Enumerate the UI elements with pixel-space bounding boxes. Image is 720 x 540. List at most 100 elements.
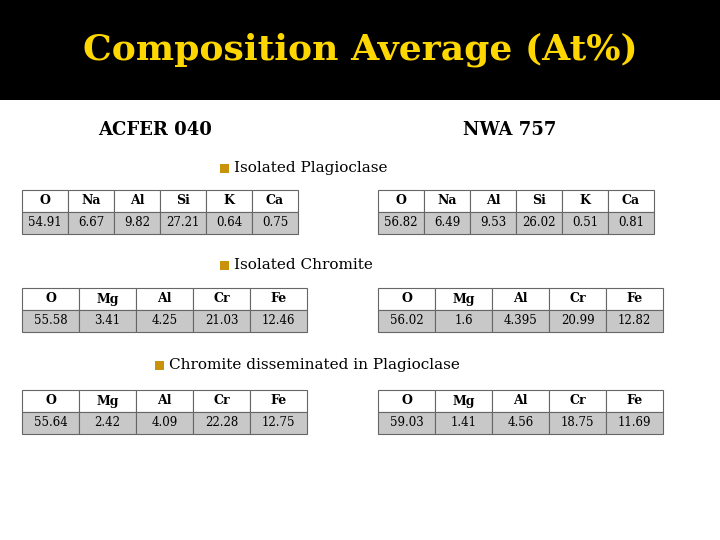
Text: 12.46: 12.46 (262, 314, 295, 327)
Text: Cr: Cr (570, 293, 586, 306)
Text: Al: Al (513, 293, 528, 306)
Bar (68, 190, 114, 212)
Bar (378, 390, 435, 412)
Bar (79, 288, 136, 310)
Text: 12.82: 12.82 (618, 314, 651, 327)
Text: 2.42: 2.42 (94, 416, 120, 429)
Text: Mg: Mg (96, 395, 119, 408)
Text: O: O (45, 395, 56, 408)
Bar (424, 190, 470, 212)
Bar (435, 288, 492, 310)
Bar (193, 390, 250, 412)
Bar (250, 390, 307, 412)
Bar (220, 260, 229, 269)
Text: Cr: Cr (213, 293, 230, 306)
Bar (206, 212, 252, 234)
Text: 1.6: 1.6 (454, 314, 473, 327)
Text: 0.51: 0.51 (572, 217, 598, 230)
Bar (22, 412, 79, 434)
Bar (79, 390, 136, 412)
Bar (193, 412, 250, 434)
Bar (435, 310, 492, 332)
Bar (470, 190, 516, 212)
Bar (22, 310, 79, 332)
Bar (435, 412, 492, 434)
Text: Composition Average (At%): Composition Average (At%) (83, 33, 637, 68)
Bar (160, 190, 206, 212)
Text: O: O (401, 395, 412, 408)
Text: 11.69: 11.69 (618, 416, 652, 429)
Text: O: O (401, 293, 412, 306)
Text: 4.56: 4.56 (508, 416, 534, 429)
Bar (606, 412, 663, 434)
Bar (492, 288, 549, 310)
Bar (155, 361, 164, 369)
Bar (378, 412, 435, 434)
Bar (424, 212, 470, 234)
Bar (136, 310, 193, 332)
Bar (193, 288, 250, 310)
Text: 12.75: 12.75 (262, 416, 295, 429)
Text: Ca: Ca (266, 194, 284, 207)
Text: O: O (45, 293, 56, 306)
Text: 1.41: 1.41 (451, 416, 477, 429)
Text: 59.03: 59.03 (390, 416, 423, 429)
Text: Al: Al (513, 395, 528, 408)
Text: Fe: Fe (626, 293, 643, 306)
Bar (516, 212, 562, 234)
Bar (378, 310, 435, 332)
Text: Mg: Mg (96, 293, 119, 306)
Bar (79, 412, 136, 434)
Bar (136, 288, 193, 310)
Bar (549, 288, 606, 310)
Text: Al: Al (486, 194, 500, 207)
Text: Cr: Cr (570, 395, 586, 408)
Text: Al: Al (157, 293, 172, 306)
Text: 6.49: 6.49 (434, 217, 460, 230)
Text: ACFER 040: ACFER 040 (98, 121, 212, 139)
Bar (549, 412, 606, 434)
Text: O: O (40, 194, 50, 207)
Bar (606, 390, 663, 412)
Bar (250, 412, 307, 434)
Text: 54.91: 54.91 (28, 217, 62, 230)
Bar (562, 212, 608, 234)
Bar (250, 310, 307, 332)
Bar (22, 190, 68, 212)
Bar (250, 288, 307, 310)
Bar (470, 212, 516, 234)
Bar (252, 212, 298, 234)
Text: NWA 757: NWA 757 (463, 121, 557, 139)
Bar (549, 310, 606, 332)
Bar (252, 190, 298, 212)
Bar (606, 310, 663, 332)
Text: 55.64: 55.64 (34, 416, 68, 429)
Text: 4.25: 4.25 (151, 314, 178, 327)
Bar (22, 390, 79, 412)
Bar (114, 212, 160, 234)
Bar (136, 390, 193, 412)
Text: Na: Na (81, 194, 101, 207)
Text: Chromite disseminated in Plagioclase: Chromite disseminated in Plagioclase (169, 358, 460, 372)
Text: 3.41: 3.41 (94, 314, 120, 327)
Bar (606, 288, 663, 310)
Text: Fe: Fe (271, 395, 287, 408)
Text: Al: Al (130, 194, 144, 207)
Text: Si: Si (532, 194, 546, 207)
Text: 21.03: 21.03 (204, 314, 238, 327)
Text: 56.82: 56.82 (384, 217, 418, 230)
Bar (492, 390, 549, 412)
Text: Ca: Ca (622, 194, 640, 207)
Text: 27.21: 27.21 (166, 217, 199, 230)
Bar (378, 212, 424, 234)
Text: 22.28: 22.28 (205, 416, 238, 429)
Bar (114, 190, 160, 212)
Text: Isolated Plagioclase: Isolated Plagioclase (234, 161, 387, 175)
Text: 9.53: 9.53 (480, 217, 506, 230)
Bar (206, 190, 252, 212)
Bar (608, 212, 654, 234)
Bar (378, 190, 424, 212)
Text: Si: Si (176, 194, 190, 207)
Text: 18.75: 18.75 (561, 416, 594, 429)
Text: Na: Na (437, 194, 456, 207)
